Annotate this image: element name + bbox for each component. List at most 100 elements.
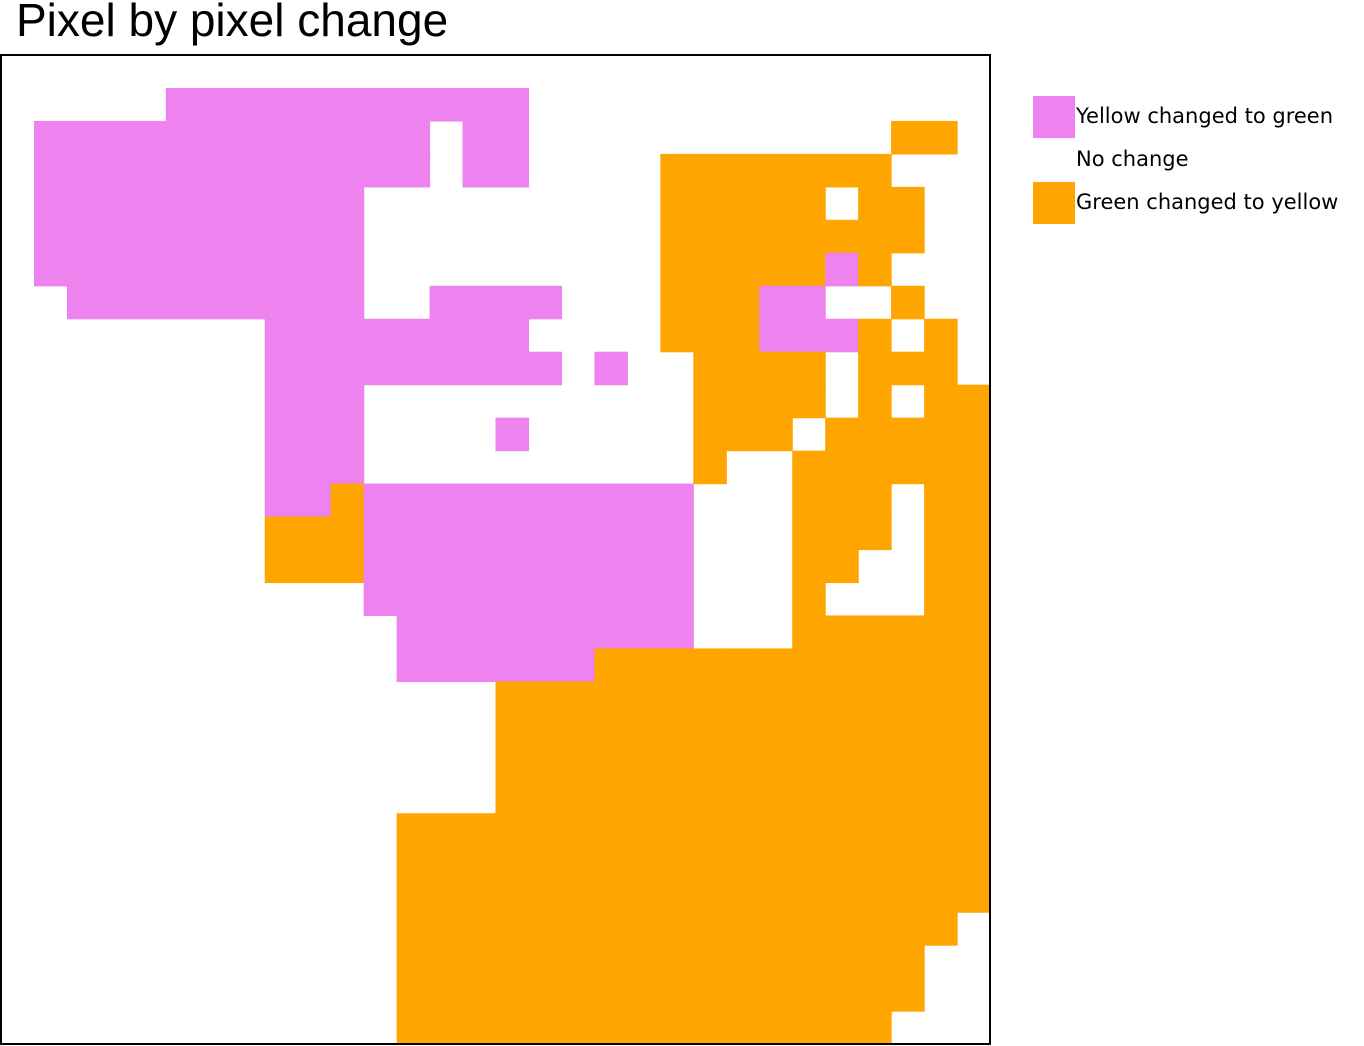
legend-item-no-change: No change <box>1033 139 1364 181</box>
cell-green-to-yellow <box>891 615 925 649</box>
cell-green-to-yellow <box>792 780 826 814</box>
cell-green-to-yellow <box>858 747 892 781</box>
cell-yellow-to-green <box>297 384 332 419</box>
cell-yellow-to-green <box>495 120 530 155</box>
cell-green-to-yellow <box>693 813 727 847</box>
cell-green-to-yellow <box>627 813 661 847</box>
cell-green-to-yellow <box>693 747 727 781</box>
cell-yellow-to-green <box>396 549 431 584</box>
cell-yellow-to-green <box>363 318 398 353</box>
cell-yellow-to-green <box>528 351 563 386</box>
cell-yellow-to-green <box>429 87 464 122</box>
cell-yellow-to-green <box>297 285 332 320</box>
cell-green-to-yellow <box>627 978 661 1012</box>
cell-green-to-yellow <box>693 945 727 979</box>
cell-green-to-yellow <box>693 417 727 452</box>
cell-green-to-yellow <box>891 978 925 1012</box>
cell-yellow-to-green <box>396 615 431 649</box>
cell-green-to-yellow <box>627 945 661 979</box>
cell-yellow-to-green <box>528 483 563 518</box>
cell-green-to-yellow <box>561 978 595 1012</box>
cell-green-to-yellow <box>660 252 694 287</box>
cell-green-to-yellow <box>627 747 661 781</box>
cell-green-to-yellow <box>924 417 958 452</box>
cell-yellow-to-green <box>561 648 595 682</box>
cell-green-to-yellow <box>792 714 826 748</box>
cell-green-to-yellow <box>462 945 497 979</box>
cell-yellow-to-green <box>396 648 431 682</box>
cell-green-to-yellow <box>891 780 925 814</box>
cell-yellow-to-green <box>495 483 530 518</box>
cell-green-to-yellow <box>726 747 760 781</box>
cell-yellow-to-green <box>132 285 167 320</box>
cell-yellow-to-green <box>264 219 299 254</box>
cell-green-to-yellow <box>792 681 826 715</box>
cell-green-to-yellow <box>693 318 727 353</box>
cell-green-to-yellow <box>858 483 892 518</box>
cell-green-to-yellow <box>858 153 892 188</box>
cell-green-to-yellow <box>924 582 958 617</box>
cell-green-to-yellow <box>726 846 760 880</box>
cell-yellow-to-green <box>429 615 464 649</box>
cell-green-to-yellow <box>957 846 991 880</box>
cell-green-to-yellow <box>726 1011 760 1045</box>
cell-yellow-to-green <box>231 219 266 254</box>
cell-yellow-to-green <box>495 351 530 386</box>
cell-yellow-to-green <box>825 318 859 353</box>
cell-green-to-yellow <box>660 978 694 1012</box>
cell-green-to-yellow <box>594 681 628 715</box>
cell-green-to-yellow <box>858 516 892 551</box>
cell-green-to-yellow <box>693 681 727 715</box>
cell-yellow-to-green <box>165 186 200 221</box>
cell-yellow-to-green <box>363 87 398 122</box>
cell-green-to-yellow <box>693 252 727 287</box>
cell-green-to-yellow <box>528 714 563 748</box>
cell-green-to-yellow <box>924 549 958 584</box>
cell-yellow-to-green <box>528 582 563 617</box>
cell-yellow-to-green <box>627 483 661 518</box>
cell-green-to-yellow <box>792 351 826 386</box>
cell-green-to-yellow <box>858 846 892 880</box>
heatmap-cells <box>33 87 991 1045</box>
cell-yellow-to-green <box>33 219 68 254</box>
cell-green-to-yellow <box>759 846 793 880</box>
cell-yellow-to-green <box>462 582 497 617</box>
cell-green-to-yellow <box>462 1011 497 1045</box>
cell-green-to-yellow <box>726 318 760 353</box>
cell-green-to-yellow <box>660 747 694 781</box>
cell-yellow-to-green <box>462 318 497 353</box>
cell-green-to-yellow <box>693 186 727 221</box>
cell-green-to-yellow <box>660 879 694 913</box>
cell-green-to-yellow <box>693 219 727 254</box>
cell-yellow-to-green <box>198 186 233 221</box>
cell-yellow-to-green <box>330 120 365 155</box>
cell-green-to-yellow <box>858 384 892 419</box>
cell-green-to-yellow <box>396 1011 431 1045</box>
cell-green-to-yellow <box>396 813 431 847</box>
cell-yellow-to-green <box>264 87 299 122</box>
cell-green-to-yellow <box>891 450 925 485</box>
cell-green-to-yellow <box>594 846 628 880</box>
cell-yellow-to-green <box>99 285 134 320</box>
cell-yellow-to-green <box>198 87 233 122</box>
cell-green-to-yellow <box>957 780 991 814</box>
cell-green-to-yellow <box>792 153 826 188</box>
cell-green-to-yellow <box>726 648 760 682</box>
cell-green-to-yellow <box>726 714 760 748</box>
cell-green-to-yellow <box>528 681 563 715</box>
cell-green-to-yellow <box>396 912 431 946</box>
cell-yellow-to-green <box>66 120 101 155</box>
cell-yellow-to-green <box>594 516 628 551</box>
cell-yellow-to-green <box>594 483 628 518</box>
cell-green-to-yellow <box>957 615 991 649</box>
cell-yellow-to-green <box>264 450 299 485</box>
cell-green-to-yellow <box>297 516 332 551</box>
cell-yellow-to-green <box>660 483 694 518</box>
cell-yellow-to-green <box>330 186 365 221</box>
cell-yellow-to-green <box>759 285 793 320</box>
cell-green-to-yellow <box>825 780 859 814</box>
cell-yellow-to-green <box>330 384 365 419</box>
cell-green-to-yellow <box>825 648 859 682</box>
cell-yellow-to-green <box>297 87 332 122</box>
